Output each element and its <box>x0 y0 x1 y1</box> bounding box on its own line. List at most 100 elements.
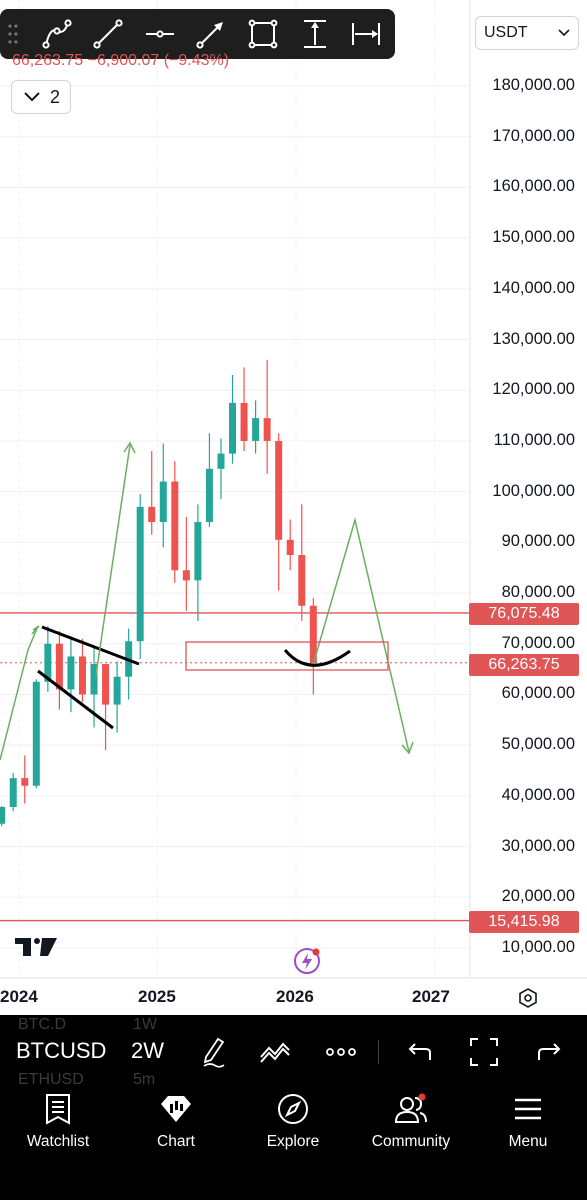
candles <box>0 359 317 827</box>
nav-item-chart[interactable]: Chart <box>121 1093 231 1163</box>
time-label-2026: 2026 <box>276 987 314 1006</box>
candle <box>113 661 121 733</box>
candle <box>55 631 63 710</box>
pencil-icon[interactable] <box>200 1035 228 1069</box>
candle <box>125 628 133 700</box>
ghost-symbol-below: ETHUSD <box>18 1071 84 1088</box>
ghost-interval-below: 5m <box>133 1071 156 1088</box>
nav-label-watchlist: Watchlist <box>26 1133 90 1150</box>
candle-body <box>229 402 237 454</box>
date-range-button[interactable] <box>343 11 389 57</box>
candle <box>182 517 190 611</box>
price-change-readout: 66,263.75 −6,900.07 (−9.43%) <box>12 52 230 69</box>
candle <box>286 519 294 571</box>
wedge-lower-line[interactable] <box>37 669 114 730</box>
candle-body <box>32 681 40 786</box>
undo-icon[interactable] <box>404 1035 432 1069</box>
rectangle-button[interactable] <box>240 11 286 57</box>
indicators-icon[interactable] <box>258 1035 292 1069</box>
candle-body <box>159 481 167 523</box>
more-options-icon[interactable] <box>325 1035 357 1069</box>
ghost-symbol-above: BTC.D <box>18 1016 66 1033</box>
lightning-icon[interactable] <box>292 946 322 976</box>
grid <box>0 0 470 978</box>
projection-path-2026[interactable] <box>312 517 410 753</box>
symbol-bar <box>0 1015 587 1087</box>
price-axis-label: 70,000.00 <box>501 633 575 652</box>
arrow-tool-button[interactable] <box>189 11 235 57</box>
tradingview-logo-icon <box>15 938 57 956</box>
candle <box>159 443 167 548</box>
candle <box>217 438 225 500</box>
price-range-icon <box>303 20 326 48</box>
currency-select[interactable]: USDT <box>475 16 579 50</box>
candle <box>240 367 248 452</box>
support-zone-rectangle[interactable] <box>185 641 389 671</box>
candle <box>78 638 86 703</box>
indicator-count: 2 <box>50 86 61 107</box>
redo-icon[interactable] <box>537 1035 565 1069</box>
candle-body <box>263 418 271 441</box>
candle-body <box>275 440 283 540</box>
price-tag-15415: 15,415.98 <box>469 911 579 933</box>
horizontal-ray-button[interactable] <box>137 11 183 57</box>
candle-body <box>0 807 6 824</box>
fullscreen-icon[interactable] <box>468 1035 500 1069</box>
candle-body <box>55 643 63 690</box>
candle <box>298 504 306 621</box>
trend-line-button[interactable] <box>85 11 131 57</box>
projection-path-left[interactable] <box>0 625 39 761</box>
path-tool-icon <box>42 19 72 49</box>
candle-body <box>9 778 17 808</box>
chart-canvas[interactable] <box>0 0 587 1015</box>
price-axis-label: 50,000.00 <box>501 735 575 754</box>
price-axis-label: 40,000.00 <box>501 785 575 804</box>
drag-handle-icon[interactable] <box>6 22 20 46</box>
price-tag-76075: 76,075.48 <box>469 603 579 625</box>
candle <box>0 806 6 827</box>
horizontal-lines[interactable] <box>0 612 470 922</box>
price-axis-label: 20,000.00 <box>501 887 575 906</box>
candle <box>205 433 213 528</box>
settings-icon[interactable] <box>517 987 539 1009</box>
candle <box>309 598 317 695</box>
candle <box>148 451 156 535</box>
candle <box>229 375 237 464</box>
candle-body <box>182 570 190 581</box>
nav-label-explore: Explore <box>266 1133 320 1150</box>
horizontal-ray-icon <box>145 30 174 38</box>
nav-item-watchlist[interactable]: Watchlist <box>3 1093 113 1163</box>
price-axis-label: 130,000.00 <box>492 329 575 348</box>
nav-label-community: Community <box>371 1133 451 1150</box>
price-axis-label: 170,000.00 <box>492 126 575 145</box>
nav-item-community[interactable]: Community <box>356 1093 466 1163</box>
nav-item-explore[interactable]: Explore <box>238 1093 348 1163</box>
path-tool-button[interactable] <box>34 11 80 57</box>
candle-body <box>67 656 75 690</box>
rectangle-icon <box>248 19 278 49</box>
candle-body <box>205 468 213 523</box>
price-axis-label: 110,000.00 <box>493 430 575 449</box>
price-tag-last: 66,263.75 <box>469 654 579 676</box>
projection-arrowhead-2024 <box>123 441 136 454</box>
candle-body <box>194 522 202 581</box>
drawings[interactable] <box>0 441 414 761</box>
interval-selector[interactable]: 2W <box>131 1038 164 1063</box>
symbol-selector[interactable]: BTCUSD <box>16 1038 107 1063</box>
candle <box>32 679 40 789</box>
bottom-curve-drawing[interactable] <box>283 649 351 667</box>
collapse-indicators-button[interactable]: 2 <box>11 80 71 114</box>
wedge-upper-line[interactable] <box>41 625 140 666</box>
projection-path-2024[interactable] <box>95 444 131 676</box>
chart-area[interactable]: 180,000.00 170,000.00 160,000.00 150,000.00… <box>0 0 587 1015</box>
candle-body <box>171 481 179 571</box>
price-axis-label: 140,000.00 <box>492 278 575 297</box>
price-axis-label: 90,000.00 <box>501 532 575 551</box>
candle-body <box>217 453 225 469</box>
price-range-button[interactable] <box>292 11 338 57</box>
candle <box>275 433 283 591</box>
price-axis-label: 30,000.00 <box>501 836 575 855</box>
candle-body <box>309 605 317 663</box>
candle <box>263 359 271 474</box>
nav-item-menu[interactable]: Menu <box>473 1093 583 1163</box>
